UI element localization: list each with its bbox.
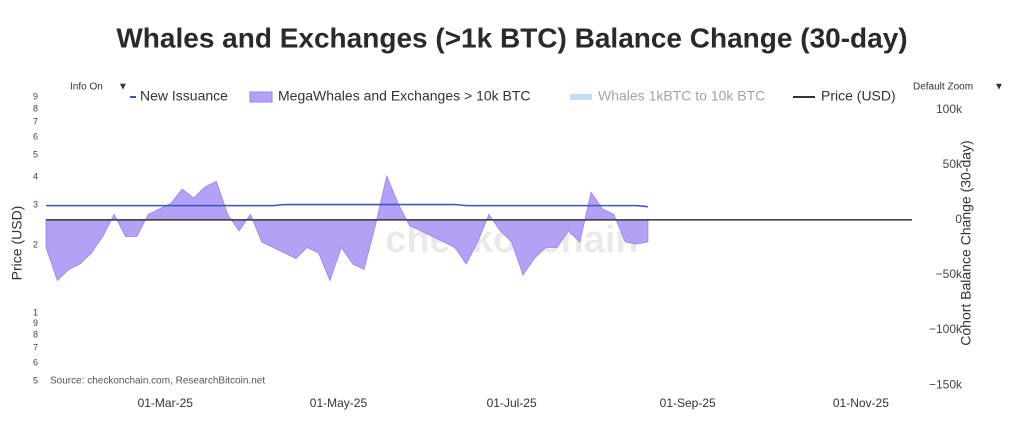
y2-tick-label: 50k: [943, 157, 963, 171]
y2-tick-label: −150k: [929, 377, 963, 391]
y-tick-label: 9: [33, 318, 38, 328]
x-tick-label: 01-Sep-25: [660, 396, 716, 410]
y-tick-label: 8: [33, 103, 38, 113]
y-tick-label: 7: [33, 342, 38, 352]
zoom-select[interactable]: Default Zoom: [913, 82, 973, 93]
y2-tick-label: −100k: [929, 322, 963, 336]
y-tick-label: 5: [33, 375, 38, 385]
legend-label: Price (USD): [821, 88, 896, 104]
dropdown-arrow[interactable]: ▼: [118, 82, 128, 93]
y-tick-label: 2: [33, 239, 38, 249]
chart-title: Whales and Exchanges (>1k BTC) Balance C…: [116, 22, 907, 53]
y-tick-label: 9: [33, 92, 38, 102]
x-tick-label: 01-May-25: [310, 396, 368, 410]
x-tick-label: 01-Mar-25: [138, 396, 194, 410]
y2-axis-title: Cohort Balance Change (30-day): [958, 140, 974, 345]
area-series: [45, 174, 649, 282]
y2-tick-label: 0: [955, 212, 962, 226]
info-toggle[interactable]: Info On: [70, 82, 103, 93]
legend-item[interactable]: MegaWhales and Exchanges > 10k BTC: [249, 88, 531, 104]
legend-label: Whales 1kBTC to 10k BTC: [598, 88, 765, 104]
y-tick-label: 8: [33, 329, 38, 339]
legend-swatch: [570, 94, 592, 100]
dropdown-arrow[interactable]: ▼: [994, 82, 1004, 93]
y-tick-label: 5: [33, 149, 38, 159]
y-tick-label: 6: [33, 358, 38, 368]
y-tick-label: 6: [33, 132, 38, 142]
y2-tick-label: 100k: [936, 102, 963, 116]
legend-label: MegaWhales and Exchanges > 10k BTC: [278, 88, 531, 104]
legend-item[interactable]: Price (USD): [793, 88, 896, 104]
x-tick-label: 01-Jul-25: [487, 396, 537, 410]
source-note: Source: checkonchain.com, ResearchBitcoi…: [50, 376, 265, 387]
y2-tick-label: −50k: [936, 267, 963, 281]
line-series: [46, 203, 649, 208]
x-tick-label: 01-Nov-25: [833, 396, 889, 410]
legend-item[interactable]: New Issuance: [130, 88, 228, 104]
y-axis-title: Price (USD): [9, 206, 25, 281]
y-tick-label: 4: [33, 171, 38, 181]
legend-label: New Issuance: [140, 88, 228, 104]
y-tick-label: 7: [33, 116, 38, 126]
y-tick-label: 1: [33, 307, 38, 317]
legend-swatch: [249, 91, 273, 103]
y-tick-label: 3: [33, 200, 38, 210]
legend-item[interactable]: Whales 1kBTC to 10k BTC: [570, 88, 765, 104]
